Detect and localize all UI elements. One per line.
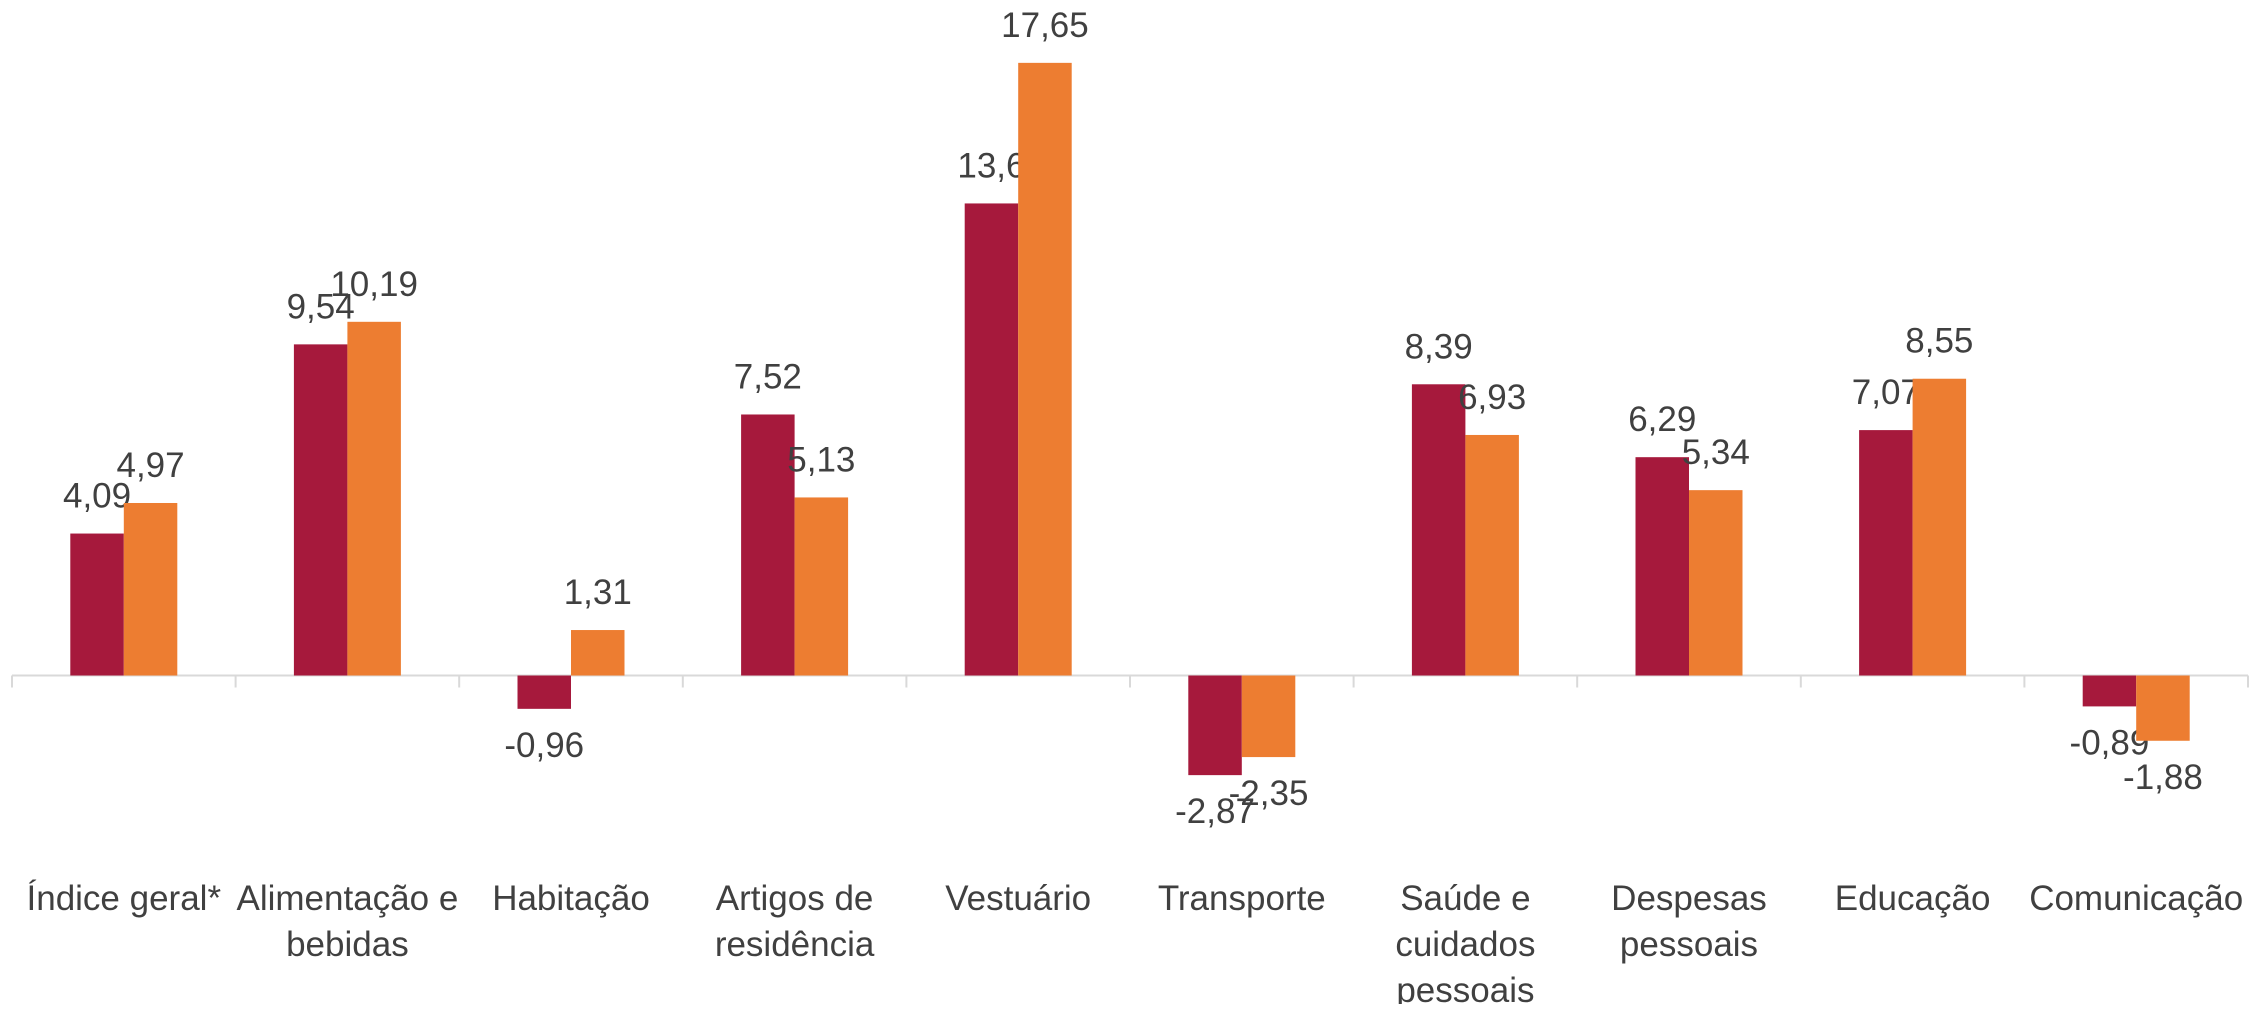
x-tick-label: Artigos de residência — [715, 879, 875, 964]
x-tick-label: Vestuário — [945, 879, 1091, 918]
bar — [2082, 675, 2137, 707]
x-tick-label: Despesas pessoais — [1611, 879, 1767, 964]
bar — [1018, 62, 1072, 676]
x-tick-label: Transporte — [1158, 879, 1326, 918]
data-label: -2,35 — [1229, 774, 1309, 813]
data-label: -2,87 — [1175, 792, 1255, 831]
data-label: 7,52 — [734, 357, 802, 396]
bar — [347, 321, 401, 676]
bar — [1912, 378, 1967, 676]
data-label: 1,31 — [564, 573, 632, 612]
x-tick-label: Educação — [1835, 879, 1991, 918]
data-label: 17,65 — [1001, 6, 1089, 45]
bar — [70, 533, 124, 676]
x-tick-label: Habitação — [492, 879, 650, 918]
bar — [2136, 675, 2190, 741]
data-label: 8,55 — [1905, 322, 1973, 361]
bar — [571, 630, 625, 676]
x-tick-label: Índice geral* — [27, 879, 222, 918]
bar — [1859, 430, 1913, 676]
data-label: 4,09 — [63, 477, 131, 516]
bar — [1465, 434, 1519, 676]
data-label: -0,89 — [2070, 723, 2150, 762]
bar — [293, 344, 348, 676]
data-label: 5,13 — [787, 440, 855, 479]
x-tick-label: Comunicação — [2029, 879, 2243, 918]
bar — [1411, 384, 1466, 676]
data-label: 6,93 — [1458, 378, 1526, 417]
bar — [794, 497, 849, 676]
data-label: 4,97 — [116, 446, 184, 485]
data-label: 7,07 — [1852, 373, 1920, 412]
data-label: 10,19 — [330, 265, 418, 304]
bar — [123, 502, 178, 676]
data-label: 6,29 — [1628, 400, 1696, 439]
data-label: -1,88 — [2123, 758, 2203, 797]
bar — [517, 675, 571, 709]
x-tick-label: Alimentação e bebidas — [237, 879, 459, 964]
x-tick-label: Saúde e cuidados pessoais — [1395, 879, 1535, 1004]
data-label: 8,39 — [1405, 327, 1473, 366]
bar — [1188, 675, 1242, 776]
bar — [1635, 457, 1689, 676]
data-label: 13,6 — [957, 146, 1025, 185]
bar — [1241, 675, 1296, 758]
bar — [1689, 490, 1743, 676]
data-label: 5,34 — [1682, 433, 1750, 472]
bar — [741, 414, 795, 676]
data-label: -0,96 — [504, 726, 584, 765]
bar — [964, 203, 1019, 676]
data-label: 9,54 — [287, 287, 355, 326]
